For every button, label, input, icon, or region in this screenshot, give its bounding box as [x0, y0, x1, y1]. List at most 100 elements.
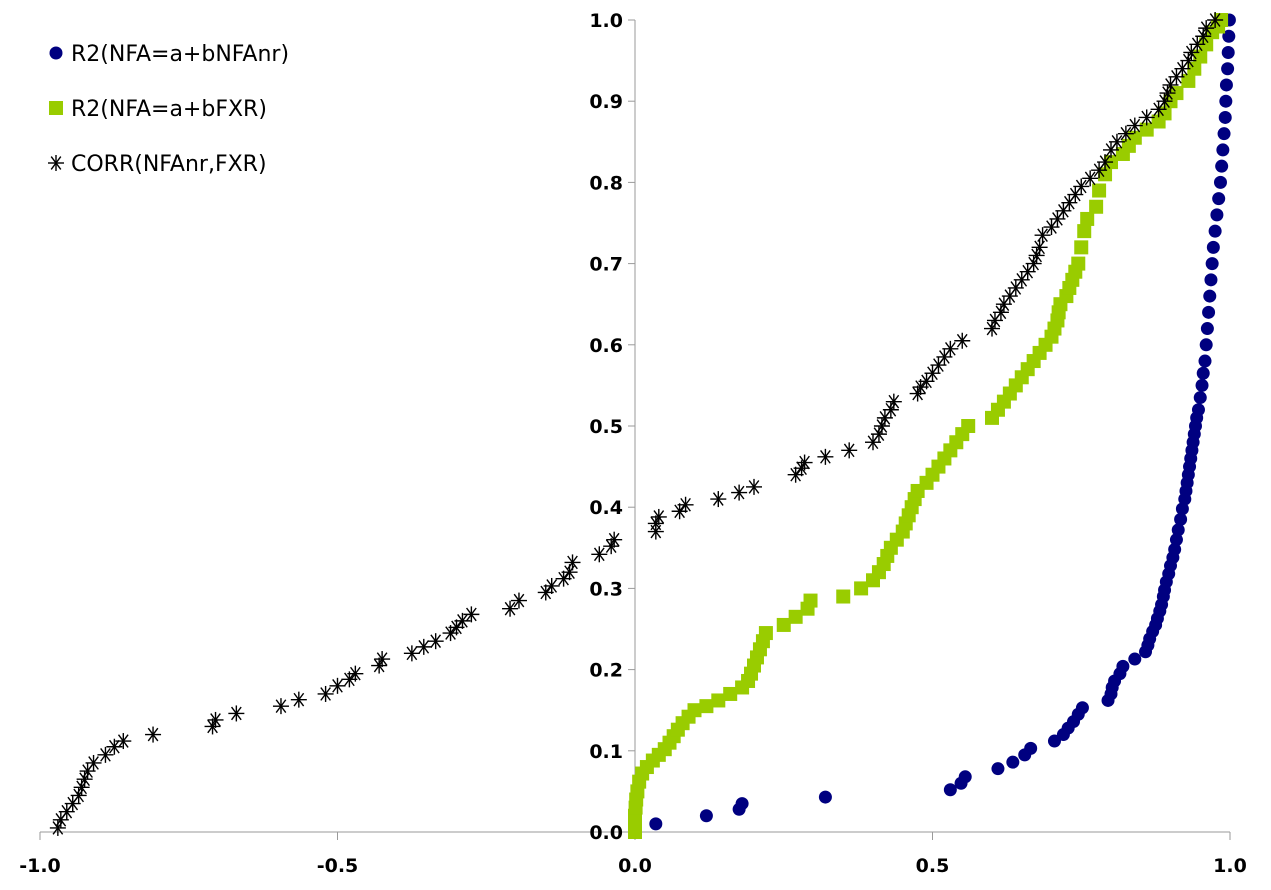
series-corr-point	[954, 332, 971, 349]
series-nfanr-point	[1219, 94, 1233, 108]
series-corr-point	[510, 592, 527, 609]
series-corr-point	[710, 491, 727, 508]
series-fxr-point	[1139, 122, 1154, 137]
series-fxr-point	[1169, 86, 1184, 101]
series-nfanr-point	[1222, 29, 1236, 43]
series-corr-point	[1198, 20, 1215, 37]
series-fxr-point	[1187, 61, 1202, 76]
series-corr-point	[1034, 227, 1051, 244]
series-nfanr-point	[1196, 366, 1210, 380]
series-corr-point	[207, 711, 224, 728]
series-nfanr-point	[1200, 322, 1214, 336]
series-fxr-point	[803, 593, 818, 608]
series-corr-point	[463, 606, 480, 623]
series-corr-point	[995, 296, 1012, 313]
series-nfanr-point	[1215, 159, 1229, 173]
series-corr-point	[942, 340, 959, 357]
series-corr-point	[454, 612, 471, 629]
series-nfanr-point	[1128, 652, 1142, 666]
series-nfanr-point	[1169, 533, 1183, 547]
x-tick-label: 0.5	[916, 855, 950, 877]
data-marks	[49, 12, 1236, 839]
series-fxr-point	[758, 626, 773, 641]
series-fxr-point	[1077, 224, 1092, 239]
y-tick-label: 0.4	[589, 497, 623, 519]
series-corr-point	[796, 454, 813, 471]
series-nfanr-point	[991, 762, 1005, 776]
series-corr-point	[1082, 170, 1099, 187]
series-corr-point	[591, 546, 608, 563]
series-nfanr-point	[958, 770, 972, 784]
series-corr-point	[1097, 154, 1114, 171]
legend-marker-series-corr	[48, 155, 64, 171]
series-corr-point	[427, 633, 444, 650]
series-corr-point	[329, 677, 346, 694]
y-tick-label: 0.9	[589, 91, 623, 113]
series-corr-point	[1108, 133, 1125, 150]
series-corr-point	[677, 496, 694, 513]
series-corr-point	[415, 638, 432, 655]
series-fxr-point	[788, 609, 803, 624]
series-fxr-point	[836, 589, 851, 604]
series-corr-point	[564, 554, 581, 571]
series-nfanr-point	[1171, 523, 1185, 537]
series-nfanr-point	[1218, 110, 1232, 124]
series-fxr-point	[1193, 49, 1208, 64]
series-corr-point	[885, 393, 902, 410]
series-corr-point	[204, 718, 221, 735]
series-nfanr-point	[735, 797, 749, 811]
series-corr-point	[746, 478, 762, 495]
series-corr-point	[347, 665, 364, 682]
series-nfanr-point	[1217, 127, 1231, 141]
series-fxr-point	[854, 581, 869, 596]
series-nfanr-point	[1210, 208, 1224, 222]
series-nfanr-point	[1199, 338, 1213, 352]
series-nfanr-point	[1191, 403, 1205, 417]
series-corr-point	[374, 651, 391, 668]
y-tick-label: 1.0	[589, 10, 623, 32]
series-nfanr-point	[1047, 734, 1061, 748]
series-corr-point	[841, 442, 858, 459]
series-fxr-point	[961, 419, 976, 433]
y-tick-label: 0.5	[589, 416, 623, 438]
series-corr-point	[272, 698, 289, 715]
series-corr-point	[986, 312, 1003, 329]
series-nfanr-point	[1216, 143, 1230, 157]
series-nfanr-point	[1219, 78, 1233, 92]
series-corr-point	[73, 779, 90, 796]
legend-label-series-corr: CORR(NFAnr,FXR)	[71, 152, 267, 177]
series-nfanr-point	[818, 790, 832, 804]
series-nfanr-point	[1006, 755, 1020, 769]
series-nfanr-point	[1221, 45, 1235, 59]
series-corr-point	[817, 448, 834, 465]
series-corr-point	[228, 705, 245, 722]
series-fxr-point	[1071, 256, 1086, 271]
series-nfanr-point	[1205, 257, 1219, 271]
series-nfanr-point	[1198, 354, 1212, 368]
series-fxr-point	[723, 686, 738, 701]
series-nfanr-point	[1208, 224, 1222, 238]
y-tick-label: 0.0	[589, 822, 623, 844]
series-corr-point	[671, 503, 688, 520]
series-corr-point	[882, 401, 899, 418]
series-fxr-point	[1080, 211, 1095, 226]
series-corr-point	[1126, 117, 1143, 134]
x-tick-label: 0.0	[618, 855, 652, 877]
legend: R2(NFA=a+bNFAnr) R2(NFA=a+bFXR) CORR(NFAnr…	[48, 42, 289, 177]
series-nfanr-point	[1075, 701, 1089, 715]
series-nfanr-point	[1202, 305, 1216, 319]
series-fxr-point	[1074, 240, 1089, 255]
series-fxr-point	[1092, 183, 1107, 198]
series-corr-point	[502, 600, 519, 617]
series-nfanr-point	[1195, 378, 1209, 392]
series-corr-point	[1138, 109, 1155, 126]
series-corr-point	[97, 746, 114, 763]
series-fxr-point	[1181, 73, 1196, 88]
y-tick-label: 0.2	[589, 660, 623, 682]
series-corr-point	[647, 515, 664, 532]
legend-label-series-fxr: R2(NFA=a+bFXR)	[71, 97, 267, 122]
series-nfanr-point	[1213, 175, 1227, 189]
series-nfanr-point	[1204, 273, 1218, 287]
series-corr-point	[603, 538, 620, 555]
series-corr-point	[403, 645, 420, 662]
